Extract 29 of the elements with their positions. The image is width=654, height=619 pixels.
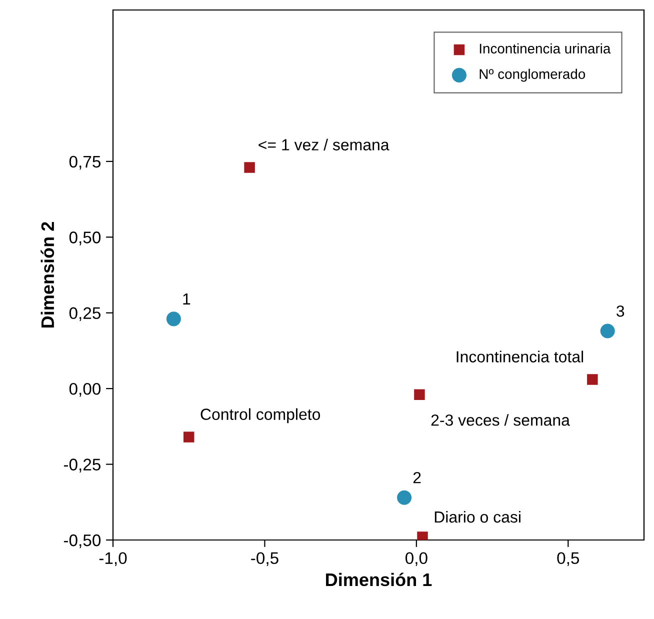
annotation: 1: [183, 294, 190, 304]
annotation: 2-3 veces / semana: [431, 414, 570, 426]
x-tick-label: -0,5: [251, 552, 278, 566]
annotation: Diario o casi: [434, 510, 520, 523]
x-axis-title: Dimensión 1: [326, 572, 432, 586]
annotation: Incontinencia total: [456, 350, 584, 362]
y-tick-label: 0,25: [69, 307, 100, 322]
x-tick-label: 0,5: [557, 552, 580, 566]
y-tick-label: 0,75: [69, 156, 100, 170]
point: [244, 162, 255, 173]
legend-label: Incontinencia urinaria: [480, 43, 611, 54]
annotation: <= 1 vez / semana: [258, 138, 390, 150]
point: [587, 374, 598, 385]
point: [600, 324, 615, 338]
y-tick-label: 0,50: [69, 232, 101, 246]
y-tick-label: -0,50: [64, 534, 101, 548]
y-tick-label: -0,25: [64, 458, 100, 472]
point: [414, 389, 425, 400]
annotation: Control completo: [200, 408, 320, 424]
x-tick-label: 0,0: [405, 552, 428, 566]
y-tick-label: 0,00: [69, 382, 101, 397]
point: [166, 312, 181, 326]
annotation: 2: [413, 472, 421, 484]
point: [183, 432, 194, 442]
y-axis-title: Dimensión 2: [40, 222, 54, 328]
legend-label: Nº conglomerado: [480, 68, 586, 82]
x-tick-label: -1,0: [99, 552, 127, 566]
point: [397, 490, 412, 505]
annotation: 3: [616, 305, 624, 317]
